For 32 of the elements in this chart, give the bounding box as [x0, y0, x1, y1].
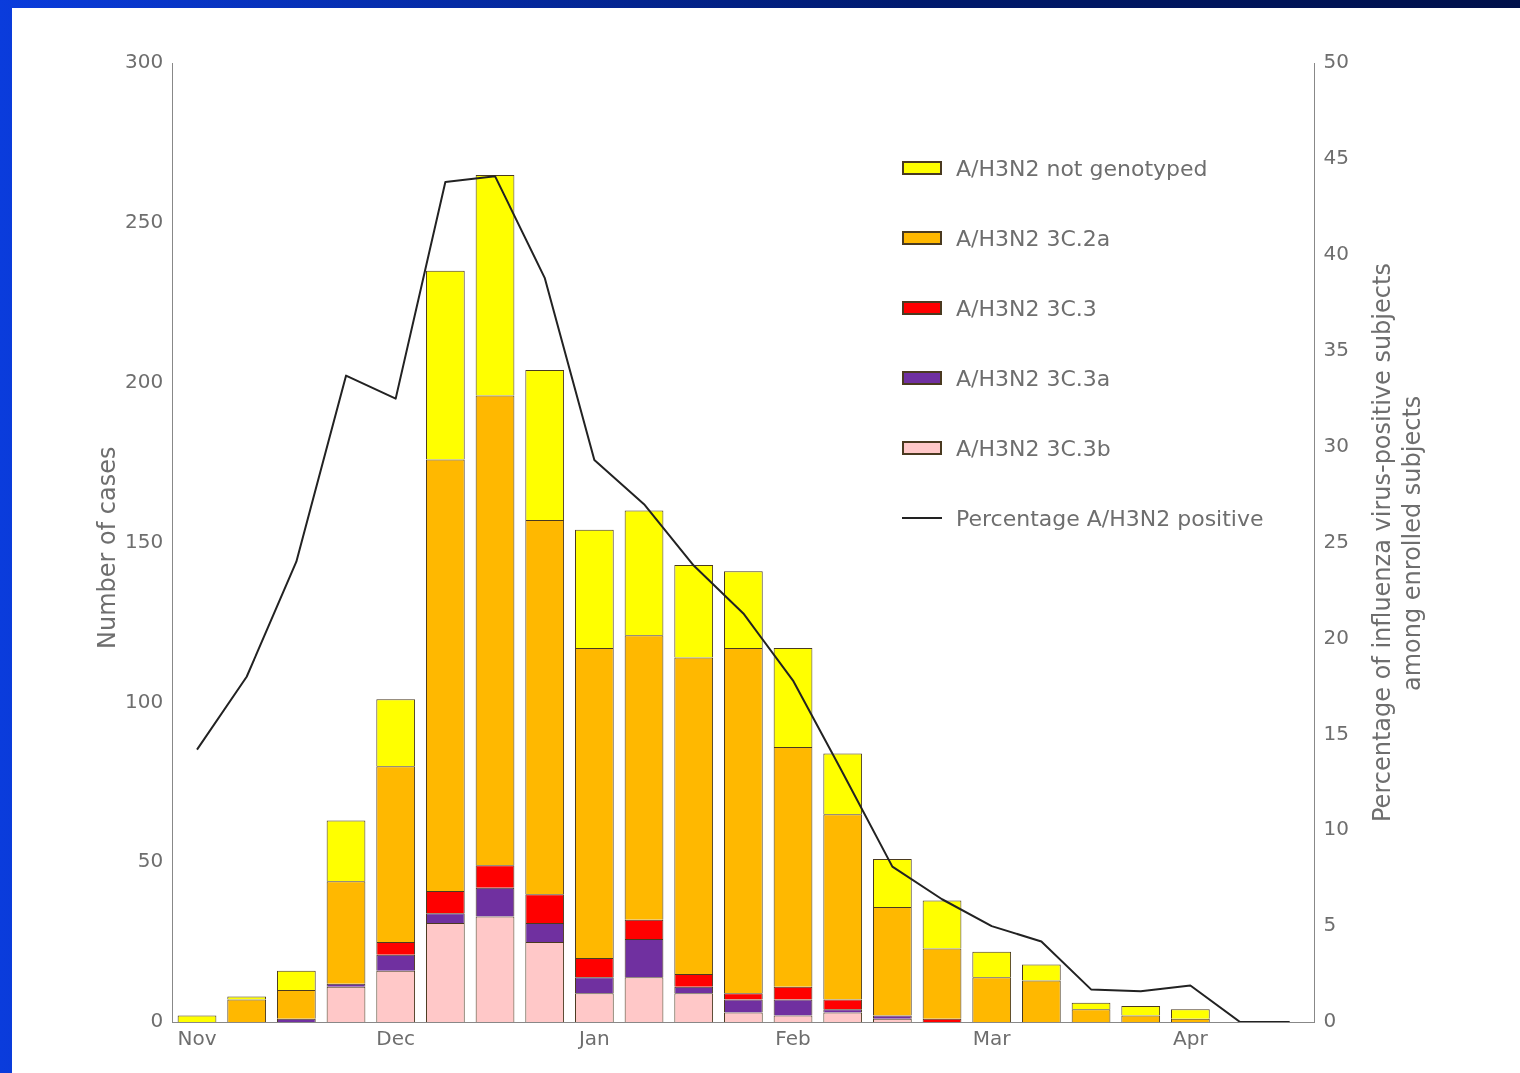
y-tick-label: 100: [124, 688, 164, 713]
y2-tick-label: 5: [1323, 912, 1337, 937]
x-tick-label: Mar: [972, 1026, 1012, 1051]
y-tick-label: 0: [150, 1008, 164, 1033]
y2-tick-label: 10: [1323, 816, 1349, 841]
legend-label: A/H3N2 not genotyped: [956, 155, 1208, 181]
y2-axis-title: Percentage of influenza virus-positive subjects among enrolled subjects: [1367, 263, 1427, 823]
y-tick-label: 150: [124, 528, 164, 553]
y2-tick-label: 0: [1323, 1008, 1337, 1033]
y2-tick-label: 50: [1323, 49, 1349, 74]
x-tick-label: Dec: [376, 1026, 416, 1051]
legend-label: A/H3N2 3C.2a: [956, 225, 1111, 251]
y2-tick-label: 15: [1323, 720, 1349, 745]
x-tick-label: Feb: [775, 1026, 811, 1051]
y2-tick-label: 40: [1323, 241, 1349, 265]
legend-label: A/H3N2 3C.3b: [956, 435, 1111, 461]
legend-label: A/H3N2 3C.3: [956, 295, 1097, 321]
x-tick-label: Jan: [576, 1026, 610, 1051]
y-axis-title: Number of cases: [92, 445, 122, 652]
y-tick-label: 300: [124, 49, 164, 74]
x-tick-label: Apr: [1173, 1026, 1209, 1051]
y-tick-label: 250: [124, 209, 164, 234]
y2-tick-label: 30: [1323, 432, 1349, 457]
y-tick-label: 200: [124, 368, 164, 393]
y2-tick-label: 20: [1323, 624, 1349, 649]
y-tick-label: 50: [137, 848, 164, 873]
legend-label: A/H3N2 3C.3a: [956, 365, 1111, 391]
legend-label: Percentage A/H3N2 positive: [956, 505, 1264, 531]
x-tick-label: Nov: [177, 1026, 217, 1051]
y2-tick-label: 25: [1323, 528, 1349, 553]
y2-tick-label: 45: [1323, 145, 1349, 170]
y2-tick-label: 35: [1323, 336, 1349, 361]
